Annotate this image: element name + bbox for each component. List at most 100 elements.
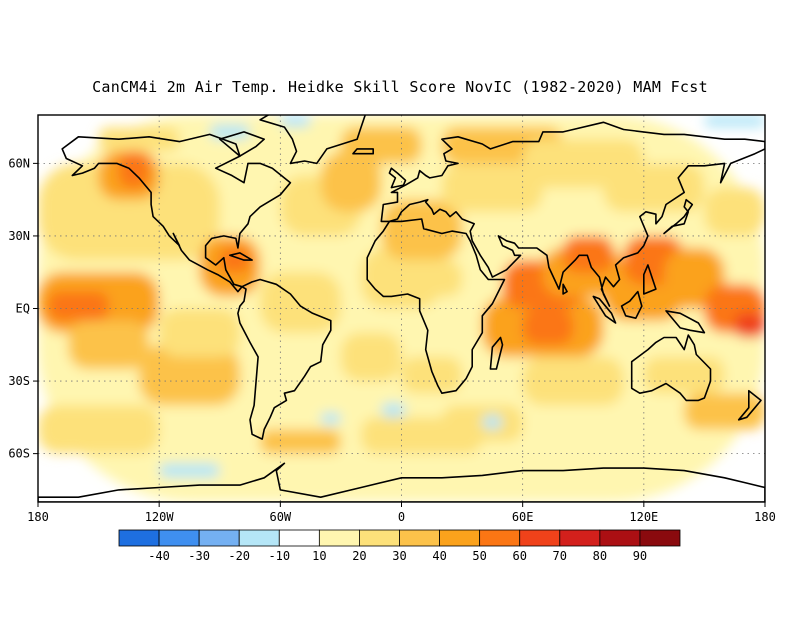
skill-region <box>704 187 765 236</box>
skill-region <box>401 356 463 394</box>
y-tick-label: 30S <box>8 374 30 388</box>
negative-skill-region <box>482 414 503 430</box>
skill-region <box>138 344 240 406</box>
x-tick-label: 60E <box>512 510 534 524</box>
colorbar-swatch <box>559 529 601 547</box>
colorbar-label: -30 <box>188 549 210 563</box>
skill-region <box>340 127 422 164</box>
coastline-sumatra <box>592 295 617 324</box>
coastline-borneo <box>620 290 643 320</box>
colorbar-label: -10 <box>268 549 290 563</box>
y-axis: 60N 30N EQ 30S 60S <box>8 156 38 461</box>
colorbar-label: 60 <box>512 549 526 563</box>
x-tick-label: 120E <box>629 510 658 524</box>
skill-region <box>603 163 705 212</box>
colorbar-swatch <box>439 529 481 547</box>
x-axis: 180 120W 60W 0 60E 120E 180 <box>27 502 776 524</box>
skill-field <box>38 115 765 502</box>
colorbar-label: 80 <box>593 549 607 563</box>
skill-region <box>159 308 240 357</box>
skill-region <box>643 356 725 394</box>
x-tick-label: 0 <box>398 510 405 524</box>
skill-region <box>522 356 624 406</box>
colorbar-swatch <box>198 529 240 547</box>
skill-region <box>68 320 150 369</box>
colorbar-swatch <box>238 529 280 547</box>
colorbar-label: 30 <box>392 549 406 563</box>
skill-region <box>98 127 180 152</box>
x-tick-label: 180 <box>754 510 776 524</box>
colorbar-swatch <box>399 529 440 547</box>
coastline-antarctica <box>38 462 765 502</box>
skill-region <box>381 199 463 261</box>
colorbar-swatch <box>318 529 360 547</box>
skill-region <box>441 405 523 442</box>
colorbar-swatch <box>359 529 400 547</box>
skill-region <box>340 332 402 382</box>
coastline-iceland <box>352 148 375 155</box>
skill-region <box>38 405 160 454</box>
negative-skill-region <box>159 463 220 478</box>
colorbar-swatch <box>278 529 320 547</box>
coastline-new-guinea <box>665 310 706 334</box>
negative-skill-region <box>320 412 341 425</box>
colorbar-swatch <box>519 529 561 547</box>
negative-skill-region <box>704 115 765 128</box>
x-tick-label: 180 <box>27 510 49 524</box>
coastline-eurasia <box>380 121 765 307</box>
colorbar-swatch <box>118 529 160 547</box>
colorbar-label: 20 <box>352 549 366 563</box>
colorbar-swatch <box>639 529 681 547</box>
colorbar-label: 40 <box>432 549 446 563</box>
gridlines <box>38 115 765 502</box>
coastline-south-america <box>237 278 332 440</box>
skill-region <box>441 163 543 212</box>
colorbar-swatch <box>158 529 200 547</box>
negative-skill-region <box>280 115 311 128</box>
negative-skill-region <box>209 124 251 140</box>
coastline-baffin <box>219 131 266 157</box>
skill-region <box>320 151 382 212</box>
skill-region <box>48 291 109 321</box>
x-tick-label: 60W <box>269 510 291 524</box>
colorbar-label: 90 <box>633 549 647 563</box>
plot-area <box>37 114 766 503</box>
coastline-new-zealand <box>737 389 762 421</box>
coastline-cuba <box>229 252 253 261</box>
skill-region <box>260 429 341 454</box>
skill-region <box>563 235 614 273</box>
skill-region <box>684 393 765 430</box>
skill-region <box>159 187 220 224</box>
skill-region <box>118 151 150 188</box>
skill-region <box>260 272 341 333</box>
colorbar-label: 50 <box>472 549 486 563</box>
colorbar-swatch <box>479 529 521 547</box>
coastline-sri-lanka <box>562 283 568 295</box>
coastline-north-america <box>61 133 292 293</box>
negative-skill-region <box>381 402 406 418</box>
colorbar-label: -20 <box>228 549 250 563</box>
colorbar-label: 70 <box>553 549 567 563</box>
coastline-africa <box>366 218 506 395</box>
skill-region <box>522 308 574 345</box>
colorbar: -40 -30 -20 -10 10 20 30 40 50 60 70 80 90 <box>118 529 681 563</box>
colorbar-label: -40 <box>148 549 170 563</box>
y-tick-label: 30N <box>8 229 30 243</box>
colorbar-label: 10 <box>312 549 326 563</box>
colorbar-swatch <box>599 529 641 547</box>
chart-title: CanCM4i 2m Air Temp. Heidke Skill Score … <box>92 78 708 96</box>
skill-region <box>401 260 463 297</box>
coastline-greenland <box>259 115 367 165</box>
y-tick-label: 60S <box>8 447 30 461</box>
coastline-philippines <box>642 264 657 295</box>
coastline-japan <box>663 198 694 235</box>
coastline-madagascar <box>489 336 504 370</box>
coastlines <box>38 115 765 502</box>
skill-region <box>734 313 765 338</box>
y-tick-label: EQ <box>16 302 30 316</box>
coastline-australia <box>630 334 712 402</box>
x-tick-label: 120W <box>145 510 175 524</box>
y-tick-label: 60N <box>8 156 30 170</box>
coastline-uk <box>388 167 407 189</box>
